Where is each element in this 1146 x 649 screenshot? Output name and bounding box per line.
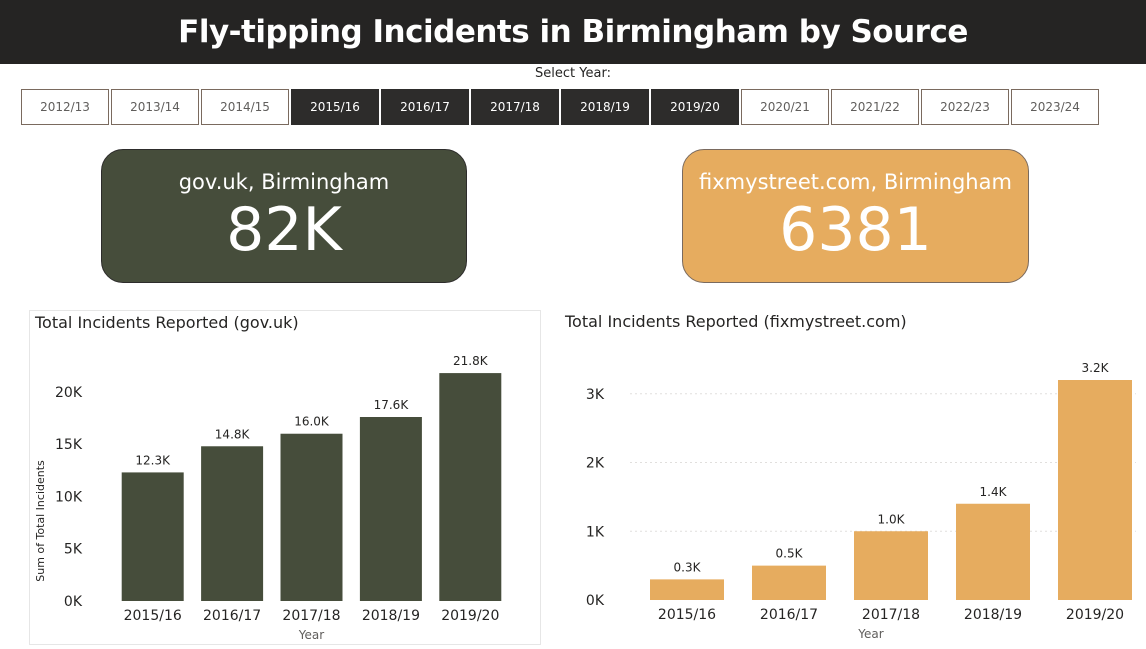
kpi-gov-value: 82K bbox=[226, 195, 342, 265]
header-bar: Fly-tipping Incidents in Birmingham by S… bbox=[0, 0, 1146, 64]
x-axis-title: Year bbox=[857, 627, 883, 641]
data-label: 3.2K bbox=[1082, 361, 1110, 375]
year-button-2014-15[interactable]: 2014/15 bbox=[201, 89, 289, 125]
year-button-2016-17[interactable]: 2016/17 bbox=[381, 89, 469, 125]
page-title: Fly-tipping Incidents in Birmingham by S… bbox=[178, 14, 968, 50]
year-button-2018-19[interactable]: 2018/19 bbox=[561, 89, 649, 125]
bar-2017-18[interactable] bbox=[280, 433, 343, 601]
year-button-2019-20[interactable]: 2019/20 bbox=[651, 89, 739, 125]
y-tick-label: 20K bbox=[55, 385, 83, 401]
data-label: 17.6K bbox=[374, 398, 410, 412]
x-tick-label: 2015/16 bbox=[658, 607, 716, 623]
kpi-gov-label: gov.uk, Birmingham bbox=[178, 170, 390, 194]
year-slicer-title: Select Year: bbox=[535, 66, 611, 81]
x-tick-label: 2019/20 bbox=[441, 608, 499, 624]
y-tick-label: 3K bbox=[586, 387, 605, 403]
data-label: 21.8K bbox=[453, 354, 489, 368]
bar-2018-19[interactable] bbox=[359, 417, 422, 601]
chart-fixmystreet-svg: 0K 1K 2K 3K 0.3K 2015/16 0.5K 2016/17 1.0K 2017/1… bbox=[586, 361, 1136, 641]
year-button-2021-22[interactable]: 2021/22 bbox=[831, 89, 919, 125]
x-tick-label: 2018/19 bbox=[964, 607, 1022, 623]
year-button-2022-23[interactable]: 2022/23 bbox=[921, 89, 1009, 125]
kpi-card-fixmystreet: fixmystreet.com, Birmingham 6381 bbox=[682, 149, 1029, 283]
chart-panel-gov: Total Incidents Reported (gov.uk) 0K 5K 10… bbox=[29, 310, 541, 645]
bar-2015-16[interactable] bbox=[650, 579, 724, 600]
y-tick-label: 1K bbox=[586, 524, 605, 540]
data-label: 1.4K bbox=[980, 485, 1008, 499]
bar-2019-20[interactable] bbox=[1058, 380, 1132, 600]
data-label: 0.5K bbox=[776, 547, 804, 561]
x-tick-label: 2018/19 bbox=[362, 608, 420, 624]
year-button-2020-21[interactable]: 2020/21 bbox=[741, 89, 829, 125]
bar-2016-17[interactable] bbox=[201, 446, 264, 601]
x-tick-label: 2015/16 bbox=[124, 608, 182, 624]
kpi-fixmystreet-label: fixmystreet.com, Birmingham bbox=[699, 170, 1012, 194]
y-tick-label: 0K bbox=[586, 593, 605, 609]
y-tick-label: 0K bbox=[64, 594, 83, 610]
x-tick-label: 2019/20 bbox=[1066, 607, 1124, 623]
chart-panel-fixmystreet: Total Incidents Reported (fixmystreet.co… bbox=[560, 310, 1146, 645]
year-button-2015-16[interactable]: 2015/16 bbox=[291, 89, 379, 125]
data-label: 16.0K bbox=[294, 415, 330, 429]
data-label: 1.0K bbox=[878, 512, 906, 526]
chart-gov-svg: 0K 5K 10K 15K 20K 12.3K 2015/16 14.8K 2016/17 16.… bbox=[34, 354, 502, 642]
bar-2019-20[interactable] bbox=[439, 373, 502, 601]
kpi-card-gov: gov.uk, Birmingham 82K bbox=[101, 149, 467, 283]
bar-2018-19[interactable] bbox=[956, 503, 1030, 600]
year-button-2013-14[interactable]: 2013/14 bbox=[111, 89, 199, 125]
x-tick-label: 2017/18 bbox=[862, 607, 920, 623]
chart-gov-title: Total Incidents Reported (gov.uk) bbox=[35, 313, 299, 332]
data-label: 14.8K bbox=[215, 427, 251, 441]
chart-fixmystreet-title: Total Incidents Reported (fixmystreet.co… bbox=[565, 312, 907, 331]
bar-2015-16[interactable] bbox=[121, 472, 184, 601]
year-button-2012-13[interactable]: 2012/13 bbox=[21, 89, 109, 125]
data-label: 0.3K bbox=[674, 560, 702, 574]
bar-2017-18[interactable] bbox=[854, 531, 928, 600]
bar-2016-17[interactable] bbox=[752, 565, 826, 600]
x-tick-label: 2016/17 bbox=[203, 608, 261, 624]
year-button-2017-18[interactable]: 2017/18 bbox=[471, 89, 559, 125]
data-label: 12.3K bbox=[135, 453, 171, 467]
kpi-fixmystreet-value: 6381 bbox=[779, 195, 932, 265]
x-tick-label: 2016/17 bbox=[760, 607, 818, 623]
y-axis-title: Sum of Total Incidents bbox=[34, 460, 47, 582]
y-tick-label: 5K bbox=[64, 542, 83, 558]
y-tick-label: 2K bbox=[586, 456, 605, 472]
x-tick-label: 2017/18 bbox=[282, 608, 340, 624]
year-slicer: 2012/13 2013/14 2014/15 2015/16 2016/17 2017/… bbox=[21, 89, 1099, 125]
y-tick-label: 15K bbox=[55, 437, 83, 453]
y-tick-label: 10K bbox=[55, 489, 83, 505]
x-axis-title: Year bbox=[298, 628, 324, 642]
year-button-2023-24[interactable]: 2023/24 bbox=[1011, 89, 1099, 125]
